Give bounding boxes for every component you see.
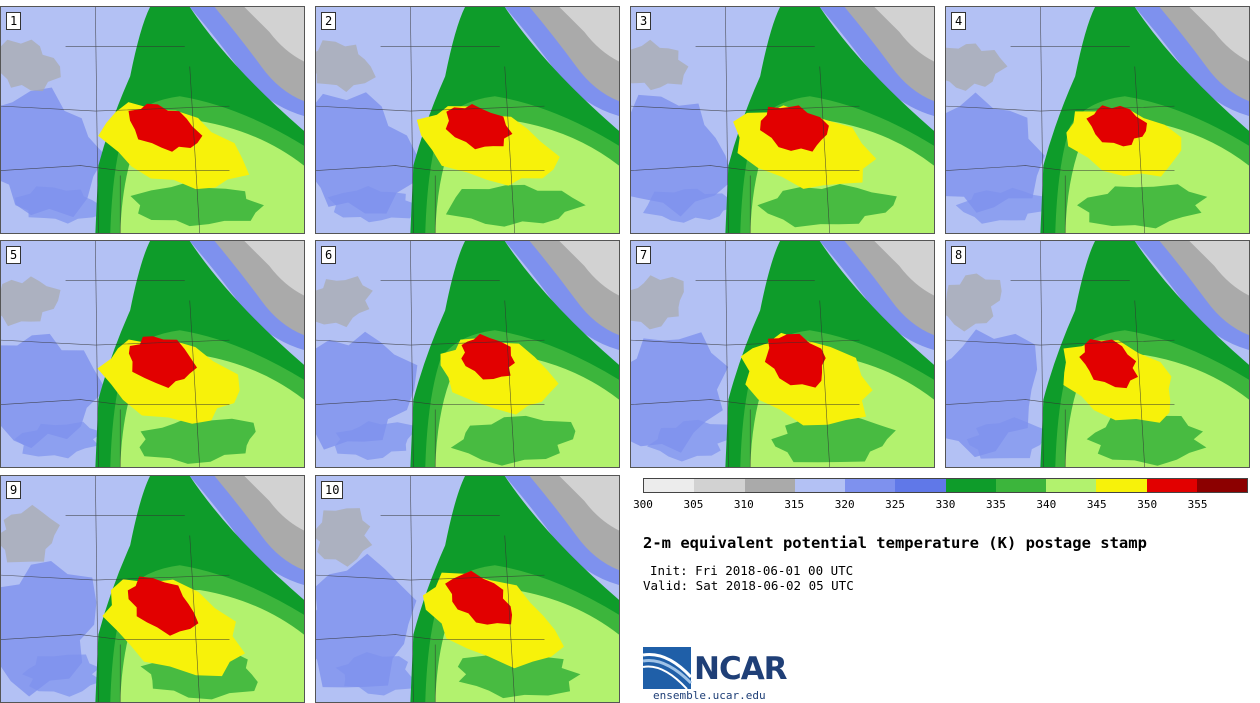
panel-number-label: 6 bbox=[321, 246, 337, 264]
colorbar-segment bbox=[694, 479, 745, 492]
valid-time: Valid: Sat 2018-06-02 05 UTC bbox=[643, 578, 854, 593]
panel-number-label: 2 bbox=[321, 12, 337, 30]
panel-number-label: 9 bbox=[6, 481, 22, 499]
colorbar-tick-label: 335 bbox=[985, 498, 1006, 511]
colorbar-segment bbox=[945, 479, 996, 492]
panel-number-label: 5 bbox=[6, 246, 22, 264]
panel-number-label: 10 bbox=[321, 481, 344, 499]
site-url: ensemble.ucar.edu bbox=[653, 689, 766, 702]
colorbar-segment bbox=[895, 479, 946, 492]
colorbar-segment bbox=[1146, 479, 1197, 492]
figure-title: 2-m equivalent potential temperature (K)… bbox=[643, 534, 1147, 552]
colorbar-tick-label: 315 bbox=[784, 498, 805, 511]
postage-stamp-panel: 5 bbox=[0, 240, 305, 468]
colorbar-tick-label: 300 bbox=[633, 498, 653, 511]
postage-stamp-panel: 6 bbox=[315, 240, 620, 468]
panel-number-label: 8 bbox=[951, 246, 967, 264]
colorbar-segment bbox=[1196, 479, 1247, 492]
postage-stamp-panel: 10 bbox=[315, 475, 620, 703]
panel-number-label: 3 bbox=[636, 12, 652, 30]
ncar-logo-icon bbox=[643, 647, 693, 689]
colorbar-ticks: 300 305 310 315 320 325 330 335 340 345 350 355 bbox=[633, 498, 1248, 512]
postage-stamp-panel: 3 bbox=[630, 6, 935, 234]
colorbar-segment bbox=[845, 479, 896, 492]
postage-stamp-panel: 7 bbox=[630, 240, 935, 468]
colorbar-tick-label: 340 bbox=[1036, 498, 1057, 511]
colorbar-tick-label: 345 bbox=[1086, 498, 1107, 511]
colorbar-segment bbox=[644, 479, 695, 492]
colorbar-segment bbox=[995, 479, 1046, 492]
colorbar-segment bbox=[794, 479, 845, 492]
postage-stamp-panel: 4 bbox=[945, 6, 1250, 234]
panel-number-label: 7 bbox=[636, 246, 652, 264]
colorbar-segment bbox=[1046, 479, 1097, 492]
panel-number-label: 4 bbox=[951, 12, 967, 30]
postage-stamp-panel: 1 bbox=[0, 6, 305, 234]
postage-stamp-panel: 9 bbox=[0, 475, 305, 703]
colorbar-tick-label: 330 bbox=[935, 498, 956, 511]
panel-number-label: 1 bbox=[6, 12, 22, 30]
colorbar-tick-label: 355 bbox=[1187, 498, 1208, 511]
postage-stamp-panel: 2 bbox=[315, 6, 620, 234]
colorbar-tick-label: 350 bbox=[1137, 498, 1158, 511]
postage-stamp-panel: 8 bbox=[945, 240, 1250, 468]
init-time: Init: Fri 2018-06-01 00 UTC bbox=[650, 563, 854, 578]
colorbar-segment bbox=[1096, 479, 1147, 492]
colorbar-tick-label: 310 bbox=[733, 498, 754, 511]
ncar-logo-text: NCAR bbox=[694, 651, 788, 687]
colorbar-tick-label: 305 bbox=[683, 498, 704, 511]
colorbar-tick-label: 320 bbox=[834, 498, 855, 511]
colorbar bbox=[643, 478, 1248, 493]
colorbar-tick-label: 325 bbox=[885, 498, 906, 511]
colorbar-segment bbox=[744, 479, 795, 492]
